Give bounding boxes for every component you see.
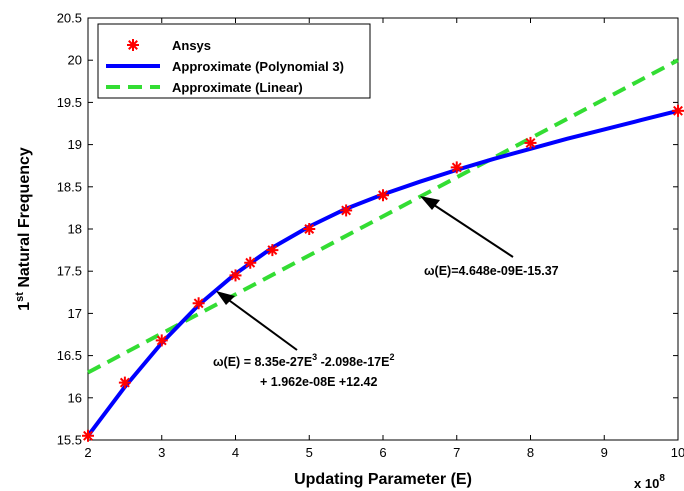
legend-box (97, 23, 371, 99)
x-tick-label: 5 (306, 445, 313, 460)
data-point-ansys (118, 376, 131, 389)
data-point-ansys (450, 161, 463, 174)
legend-marker-ansys (127, 39, 139, 51)
data-point-ansys (192, 297, 205, 310)
x-tick-label: 2 (84, 445, 91, 460)
legend-label-ansys: Ansys (172, 38, 211, 53)
data-point-ansys (244, 256, 257, 269)
annotation-polynomial-line2: + 1.962e-08E +12.42 (260, 375, 378, 389)
data-point-ansys (340, 204, 353, 217)
y-tick-label: 17.5 (57, 264, 82, 279)
x-tick-label: 3 (158, 445, 165, 460)
annotation-arrow-polynomial (216, 291, 298, 351)
x-axis-multiplier: x 108 (634, 473, 665, 491)
data-point-ansys (82, 429, 94, 442)
data-point-ansys (377, 189, 389, 202)
y-axis-label: 1st Natural Frequency (14, 147, 33, 311)
data-point-ansys (266, 244, 279, 257)
legend-label-linear: Approximate (Linear) (172, 80, 303, 95)
x-tick-label: 9 (601, 445, 608, 460)
legend-label-polynomial: Approximate (Polynomial 3) (172, 59, 344, 74)
series-layer (82, 58, 684, 442)
y-tick-label: 20.5 (57, 11, 82, 26)
x-tick-label: 4 (232, 445, 239, 460)
y-tick-label: 18 (68, 222, 82, 237)
y-tick-label: 18.5 (57, 179, 82, 194)
y-tick-label: 15.5 (57, 433, 82, 448)
y-tick-label: 16.5 (57, 348, 82, 363)
annotation-polynomial-line1: ω(E) = 8.35e-27E3 -2.098e-17E2 (213, 352, 394, 369)
y-tick-label: 16 (68, 390, 82, 405)
x-tick-label: 6 (379, 445, 386, 460)
data-point-ansys (524, 136, 537, 149)
annotation-linear: ω(E)=4.648e-09E-15.37 (424, 264, 559, 278)
legend: Ansys Approximate (Polynomial 3) Approxi… (97, 23, 371, 99)
y-tick-label: 19 (68, 137, 82, 152)
x-tick-label: 8 (527, 445, 534, 460)
x-tick-label: 7 (453, 445, 460, 460)
y-tick-label: 19.5 (57, 95, 82, 110)
x-axis-label: Updating Parameter (E) (294, 471, 472, 488)
data-point-ansys (303, 223, 316, 235)
x-tick-label: 10 (671, 445, 684, 460)
annotation-arrow-linear (420, 196, 514, 258)
data-point-ansys (672, 104, 684, 117)
tick-layer: 2 3 4 5 6 7 8 9 10 15.5 16 16.5 17 17.5 18 18.5 19 19.5 20… (57, 11, 684, 461)
data-point-ansys (155, 334, 168, 347)
data-point-ansys (229, 269, 242, 282)
y-tick-label: 20 (68, 53, 82, 68)
y-tick-label: 17 (68, 306, 82, 321)
legend-star-icon (127, 39, 139, 51)
